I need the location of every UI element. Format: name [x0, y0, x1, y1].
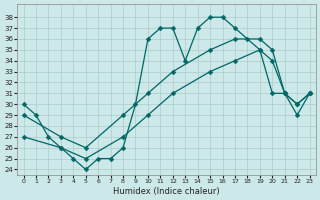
X-axis label: Humidex (Indice chaleur): Humidex (Indice chaleur) — [113, 187, 220, 196]
